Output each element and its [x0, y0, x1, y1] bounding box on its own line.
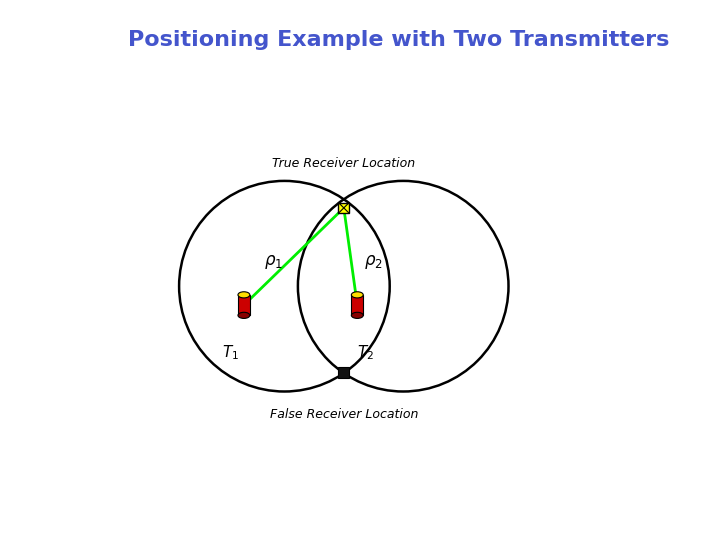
- Text: False Receiver Location: False Receiver Location: [269, 408, 418, 421]
- Text: Positioning Example with Two Transmitters: Positioning Example with Two Transmitter…: [128, 30, 669, 50]
- Text: $T_2$: $T_2$: [357, 343, 374, 362]
- Text: $T_1$: $T_1$: [222, 343, 239, 362]
- Text: $\rho_1$: $\rho_1$: [264, 253, 283, 271]
- Bar: [338, 367, 349, 378]
- Bar: [238, 295, 250, 315]
- Ellipse shape: [238, 292, 250, 298]
- Ellipse shape: [351, 312, 364, 319]
- Text: True Receiver Location: True Receiver Location: [272, 157, 415, 170]
- Text: $\rho_2$: $\rho_2$: [364, 253, 383, 271]
- Bar: [338, 202, 349, 213]
- Ellipse shape: [238, 312, 250, 319]
- Ellipse shape: [351, 292, 364, 298]
- Bar: [351, 295, 364, 315]
